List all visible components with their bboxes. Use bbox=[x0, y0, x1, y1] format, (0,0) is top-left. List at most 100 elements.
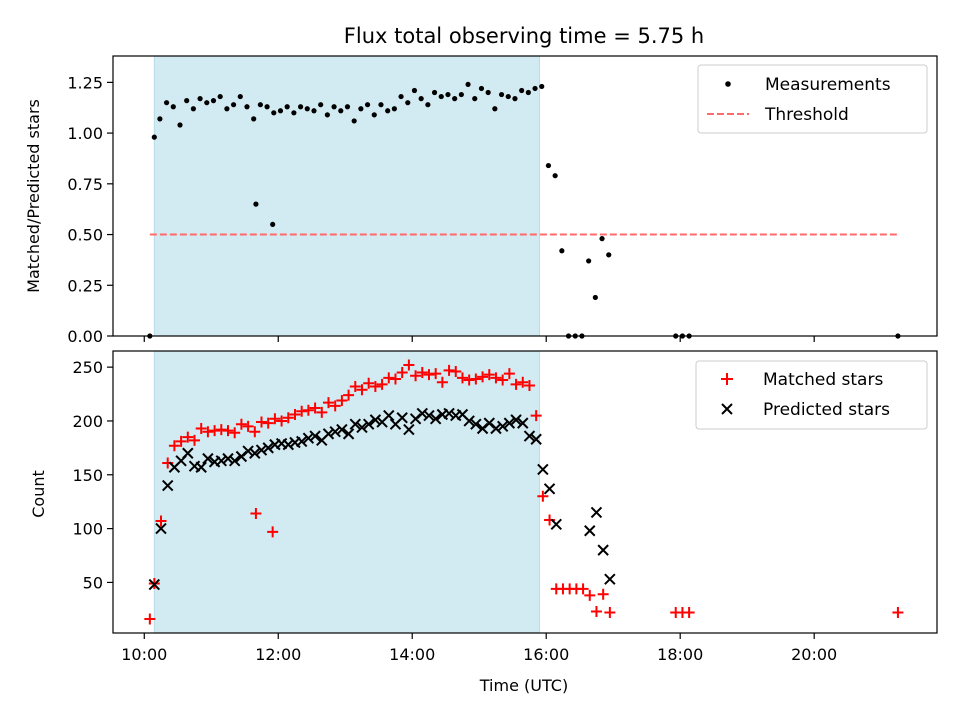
data-point-series-1 bbox=[597, 544, 609, 556]
data-point-series-0 bbox=[545, 162, 552, 169]
data-point-series-0 bbox=[530, 410, 542, 422]
data-point-series-1 bbox=[148, 578, 161, 591]
y-tick-label: 0.50 bbox=[67, 226, 103, 245]
data-point-series-0 bbox=[182, 431, 194, 443]
data-point-series-0 bbox=[452, 96, 458, 102]
data-point-series-1 bbox=[490, 422, 502, 435]
top-legend-box bbox=[697, 64, 928, 134]
data-point-series-0 bbox=[436, 376, 448, 388]
data-point-series-0 bbox=[316, 406, 328, 418]
data-point-series-0 bbox=[302, 404, 314, 416]
data-point-series-0 bbox=[249, 426, 261, 438]
data-point-series-0 bbox=[304, 106, 310, 112]
y-tick-label: 250 bbox=[72, 358, 103, 377]
data-point-series-0 bbox=[358, 106, 364, 112]
data-point-series-1 bbox=[517, 417, 529, 429]
data-point-series-1 bbox=[503, 417, 516, 429]
data-point-series-0 bbox=[485, 89, 491, 96]
data-point-series-0 bbox=[537, 490, 549, 502]
data-point-series-0 bbox=[430, 368, 442, 380]
data-point-series-0 bbox=[503, 368, 515, 380]
data-point-series-0 bbox=[477, 371, 489, 383]
data-point-series-1 bbox=[470, 418, 482, 430]
data-point-series-0 bbox=[517, 376, 529, 388]
data-point-series-0 bbox=[369, 381, 381, 393]
data-point-series-0 bbox=[349, 381, 361, 393]
data-point-series-0 bbox=[683, 607, 695, 619]
data-point-series-1 bbox=[584, 525, 596, 537]
data-point-series-0 bbox=[505, 93, 511, 100]
data-point-series-0 bbox=[344, 104, 351, 110]
data-point-series-0 bbox=[190, 106, 196, 112]
x-axis-label: Time (UTC) bbox=[479, 676, 568, 695]
data-point-series-0 bbox=[197, 96, 203, 102]
data-point-series-0 bbox=[498, 91, 505, 98]
x-tick-label: 14:00 bbox=[389, 645, 435, 664]
data-point-series-1 bbox=[443, 407, 455, 420]
data-point-series-0 bbox=[189, 434, 201, 446]
data-point-series-0 bbox=[510, 378, 522, 390]
observing-window bbox=[153, 350, 541, 634]
data-point-series-1 bbox=[202, 452, 214, 465]
data-point-series-1 bbox=[262, 442, 274, 454]
data-point-series-1 bbox=[362, 418, 375, 430]
data-point-series-0 bbox=[532, 85, 538, 92]
data-point-series-0 bbox=[257, 102, 263, 108]
data-point-series-0 bbox=[431, 89, 438, 96]
bottom-legend: Matched stars Predicted stars bbox=[695, 360, 928, 430]
data-point-series-0 bbox=[892, 607, 904, 619]
bottom-y-axis-label: Count bbox=[29, 470, 48, 518]
data-point-series-0 bbox=[552, 173, 558, 179]
data-point-series-0 bbox=[492, 106, 498, 112]
data-point-series-0 bbox=[270, 221, 276, 228]
data-point-series-0 bbox=[590, 605, 602, 617]
data-point-series-0 bbox=[229, 427, 241, 439]
data-point-series-0 bbox=[267, 526, 279, 538]
data-point-series-0 bbox=[385, 108, 391, 114]
data-point-series-1 bbox=[242, 445, 254, 457]
data-point-series-1 bbox=[423, 409, 435, 422]
data-point-series-0 bbox=[237, 93, 243, 100]
data-point-series-0 bbox=[338, 108, 344, 114]
data-point-series-0 bbox=[175, 435, 187, 447]
data-point-series-0 bbox=[410, 370, 422, 382]
data-point-series-0 bbox=[559, 248, 565, 254]
bottom-shaded-span bbox=[153, 350, 541, 634]
data-point-series-0 bbox=[163, 100, 170, 106]
data-point-series-1 bbox=[342, 428, 355, 440]
top-axes: 0.00 0.25 0.50 0.75 1.00 1.25 bbox=[67, 55, 938, 346]
data-point-series-0 bbox=[490, 372, 502, 384]
bottom-panel: 50 100 150 200 250 10:00 12:00 14:00 16:00 18:00 2… bbox=[29, 350, 938, 695]
data-point-series-0 bbox=[343, 389, 355, 401]
data-point-series-0 bbox=[311, 108, 317, 114]
data-point-series-0 bbox=[282, 412, 294, 424]
data-point-series-0 bbox=[450, 365, 462, 377]
axes-frame bbox=[112, 350, 938, 634]
data-point-series-0 bbox=[606, 252, 612, 258]
data-point-series-0 bbox=[184, 98, 190, 104]
data-point-series-0 bbox=[356, 384, 368, 396]
data-point-series-0 bbox=[222, 425, 234, 437]
data-point-series-0 bbox=[210, 98, 217, 104]
y-tick-label: 1.00 bbox=[67, 124, 103, 143]
data-point-series-0 bbox=[297, 104, 304, 110]
data-point-series-0 bbox=[157, 116, 163, 122]
legend-measurements-marker bbox=[725, 81, 731, 87]
data-point-series-0 bbox=[329, 400, 341, 412]
data-point-series-0 bbox=[277, 108, 284, 114]
bottom-legend-box bbox=[695, 360, 928, 430]
data-point-series-1 bbox=[383, 409, 395, 422]
data-point-series-0 bbox=[177, 122, 183, 128]
data-point-series-0 bbox=[525, 89, 531, 96]
data-point-series-0 bbox=[255, 416, 267, 428]
data-point-series-1 bbox=[295, 435, 308, 448]
legend-matched-label: Matched stars bbox=[763, 370, 883, 390]
axes-frame bbox=[112, 55, 938, 337]
data-point-series-0 bbox=[586, 258, 592, 264]
data-point-series-1 bbox=[463, 415, 475, 427]
data-point-series-0 bbox=[155, 515, 167, 527]
data-point-series-0 bbox=[396, 367, 408, 379]
top-panel: 0.00 0.25 0.50 0.75 1.00 1.25 Matched/Predict… bbox=[24, 55, 938, 346]
data-point-series-1 bbox=[429, 413, 442, 425]
y-tick-label: 200 bbox=[72, 412, 103, 431]
